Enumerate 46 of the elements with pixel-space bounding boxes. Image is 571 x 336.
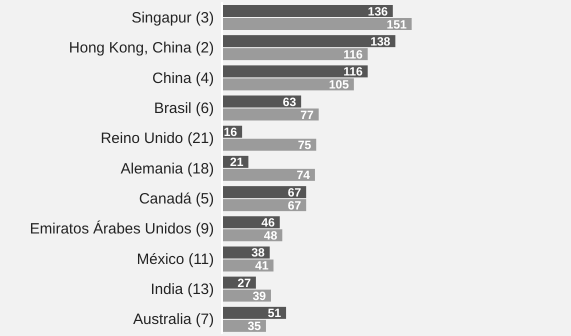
bar bbox=[222, 306, 286, 319]
y-tick-label: Australia (7) bbox=[133, 311, 214, 328]
data-label: 77 bbox=[300, 108, 314, 122]
bar bbox=[222, 18, 412, 30]
bar bbox=[222, 199, 306, 212]
y-tick-label: Hong Kong, China (2) bbox=[68, 40, 214, 57]
data-label: 48 bbox=[264, 228, 278, 243]
bar bbox=[222, 186, 306, 198]
data-label: 151 bbox=[386, 17, 407, 32]
bar bbox=[222, 96, 302, 108]
data-label: 116 bbox=[343, 47, 364, 62]
data-label: 116 bbox=[343, 64, 364, 79]
data-label: 105 bbox=[328, 78, 350, 92]
bar bbox=[222, 65, 368, 78]
data-label: 35 bbox=[248, 319, 262, 334]
y-tick-label: Canadá (5) bbox=[138, 190, 214, 208]
data-label: 46 bbox=[261, 216, 276, 230]
data-label: 63 bbox=[282, 94, 296, 109]
bar bbox=[222, 5, 393, 17]
data-label: 41 bbox=[255, 258, 269, 273]
bar bbox=[222, 78, 354, 90]
y-tick-label: Reino Unido (21) bbox=[100, 130, 214, 148]
data-label: 27 bbox=[238, 276, 252, 290]
y-tick-label: Alemania (18) bbox=[120, 160, 214, 178]
data-label: 39 bbox=[252, 288, 266, 303]
data-label: 51 bbox=[268, 306, 282, 320]
data-label: 74 bbox=[296, 168, 310, 182]
y-tick-label: México (11) bbox=[136, 250, 214, 268]
data-label: 67 bbox=[288, 185, 302, 200]
bar bbox=[222, 48, 368, 60]
y-tick-label: Singapur (3) bbox=[131, 9, 214, 26]
y-tick-label: Emiratos Árabes Unidos (9) bbox=[30, 220, 214, 238]
data-label: 38 bbox=[251, 246, 266, 260]
bar bbox=[222, 108, 319, 121]
data-label: 75 bbox=[298, 138, 312, 152]
data-label: 21 bbox=[230, 155, 244, 170]
bar bbox=[222, 138, 316, 151]
data-label: 136 bbox=[368, 4, 388, 18]
y-tick-label: India (13) bbox=[150, 281, 214, 298]
data-label: 16 bbox=[224, 124, 238, 139]
y-tick-label: Brasil (6) bbox=[154, 100, 214, 117]
bar bbox=[222, 35, 396, 48]
data-label: 138 bbox=[370, 34, 391, 48]
data-label: 67 bbox=[288, 198, 302, 212]
bar bbox=[222, 168, 315, 181]
y-tick-label: China (4) bbox=[152, 70, 214, 87]
